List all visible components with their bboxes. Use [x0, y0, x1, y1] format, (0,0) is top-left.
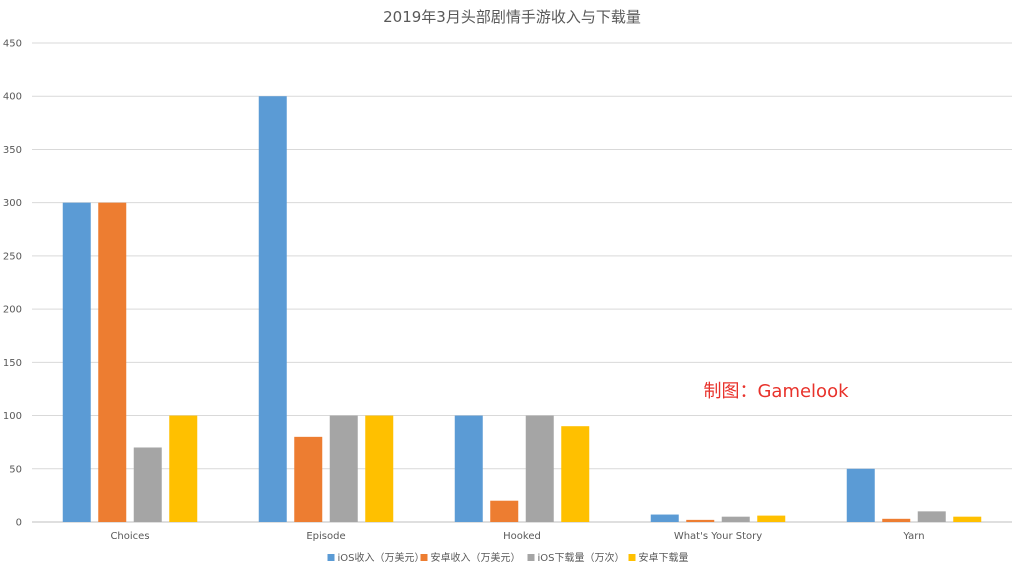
legend-swatch — [628, 554, 636, 561]
bar — [846, 468, 875, 522]
x-category-label: Hooked — [503, 531, 541, 542]
bar — [917, 511, 946, 522]
bar — [133, 447, 162, 522]
y-tick-label: 100 — [3, 411, 22, 422]
legend-label: iOS下载量（万次） — [538, 551, 625, 564]
bar — [686, 519, 715, 522]
bar — [953, 516, 982, 522]
bar — [525, 415, 554, 522]
legend-label: 安卓收入（万美元） — [431, 551, 521, 564]
legend: iOS收入（万美元） 安卓收入（万美元） iOS下载量（万次） 安卓下载量 — [327, 551, 689, 564]
x-category-label: Choices — [110, 531, 149, 542]
bar — [490, 500, 519, 522]
bars — [62, 96, 982, 522]
watermark-label: 制图：Gamelook — [703, 381, 849, 402]
y-tick-label: 400 — [3, 92, 22, 103]
legend-label: 安卓下载量 — [639, 551, 689, 564]
legend-swatch — [327, 554, 335, 561]
bar — [169, 415, 198, 522]
legend-label: iOS收入（万美元） — [338, 551, 425, 564]
bar — [62, 202, 91, 522]
bar — [882, 518, 911, 522]
chart-title: 2019年3月头部剧情手游收入与下载量 — [383, 8, 641, 26]
y-axis: 0 50 100 150 200 250 300 350 400 450 — [3, 39, 22, 529]
y-tick-label: 0 — [16, 518, 22, 529]
y-tick-label: 450 — [3, 39, 22, 50]
bar — [329, 415, 358, 522]
y-tick-label: 50 — [9, 464, 22, 475]
bar — [757, 515, 786, 522]
bar — [258, 96, 287, 522]
bar — [365, 415, 394, 522]
y-tick-label: 250 — [3, 251, 22, 262]
legend-swatch — [527, 554, 535, 561]
bar — [721, 516, 750, 522]
x-category-label: Episode — [306, 531, 345, 542]
x-category-label: Yarn — [902, 531, 924, 542]
x-axis: Choices Episode Hooked What's Your Story Yar… — [110, 531, 924, 542]
y-tick-label: 300 — [3, 198, 22, 209]
bar — [98, 202, 127, 522]
y-tick-label: 150 — [3, 358, 22, 369]
y-tick-label: 200 — [3, 305, 22, 316]
bar — [454, 415, 483, 522]
bar — [294, 436, 323, 522]
legend-swatch — [420, 554, 428, 561]
x-category-label: What's Your Story — [674, 531, 762, 542]
bar — [650, 514, 679, 522]
bar — [561, 426, 590, 522]
y-tick-label: 350 — [3, 145, 22, 156]
